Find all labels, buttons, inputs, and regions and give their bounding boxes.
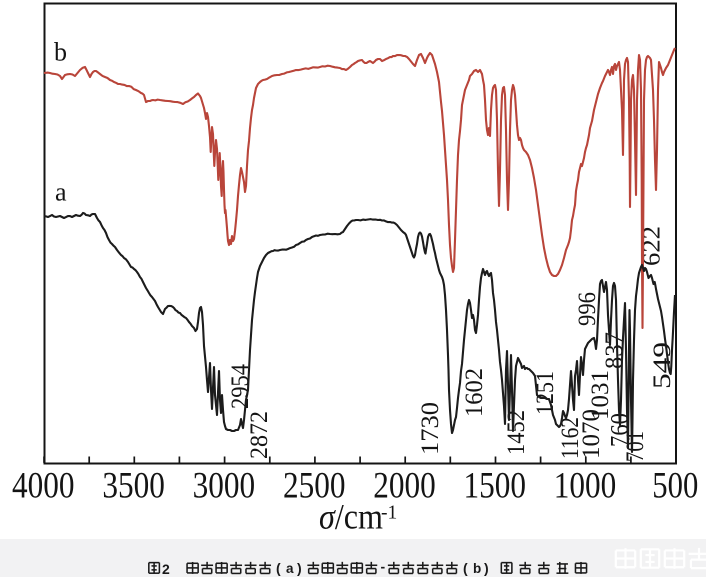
- svg-text:a: a: [286, 561, 294, 576]
- svg-text:3000: 3000: [193, 466, 256, 507]
- svg-text:1452: 1452: [503, 410, 530, 455]
- svg-text:): ): [484, 560, 489, 576]
- svg-text:): ): [297, 560, 302, 576]
- svg-text:(: (: [463, 560, 468, 576]
- svg-text:a: a: [55, 178, 67, 207]
- svg-text:1730: 1730: [417, 402, 444, 455]
- svg-text:1031: 1031: [587, 370, 614, 420]
- svg-text:2: 2: [162, 561, 170, 577]
- svg-text:1000: 1000: [554, 466, 617, 507]
- svg-text:500: 500: [652, 466, 698, 507]
- svg-text:(: (: [276, 560, 281, 576]
- svg-text:3500: 3500: [102, 466, 165, 507]
- svg-text:σ/cm: σ/cm: [319, 497, 383, 537]
- svg-text:1602: 1602: [461, 368, 488, 417]
- svg-text:-: -: [381, 559, 386, 575]
- svg-text:996: 996: [574, 292, 601, 326]
- svg-text:2500: 2500: [283, 466, 346, 507]
- svg-text:2872: 2872: [246, 411, 273, 459]
- svg-text:1070: 1070: [578, 409, 605, 459]
- svg-text:2000: 2000: [373, 466, 436, 507]
- svg-text:b: b: [54, 38, 67, 67]
- svg-text:b: b: [473, 561, 481, 576]
- svg-text:701: 701: [622, 431, 649, 462]
- svg-text:-1: -1: [381, 503, 397, 524]
- svg-text:1500: 1500: [464, 466, 527, 507]
- svg-text:4000: 4000: [12, 466, 75, 507]
